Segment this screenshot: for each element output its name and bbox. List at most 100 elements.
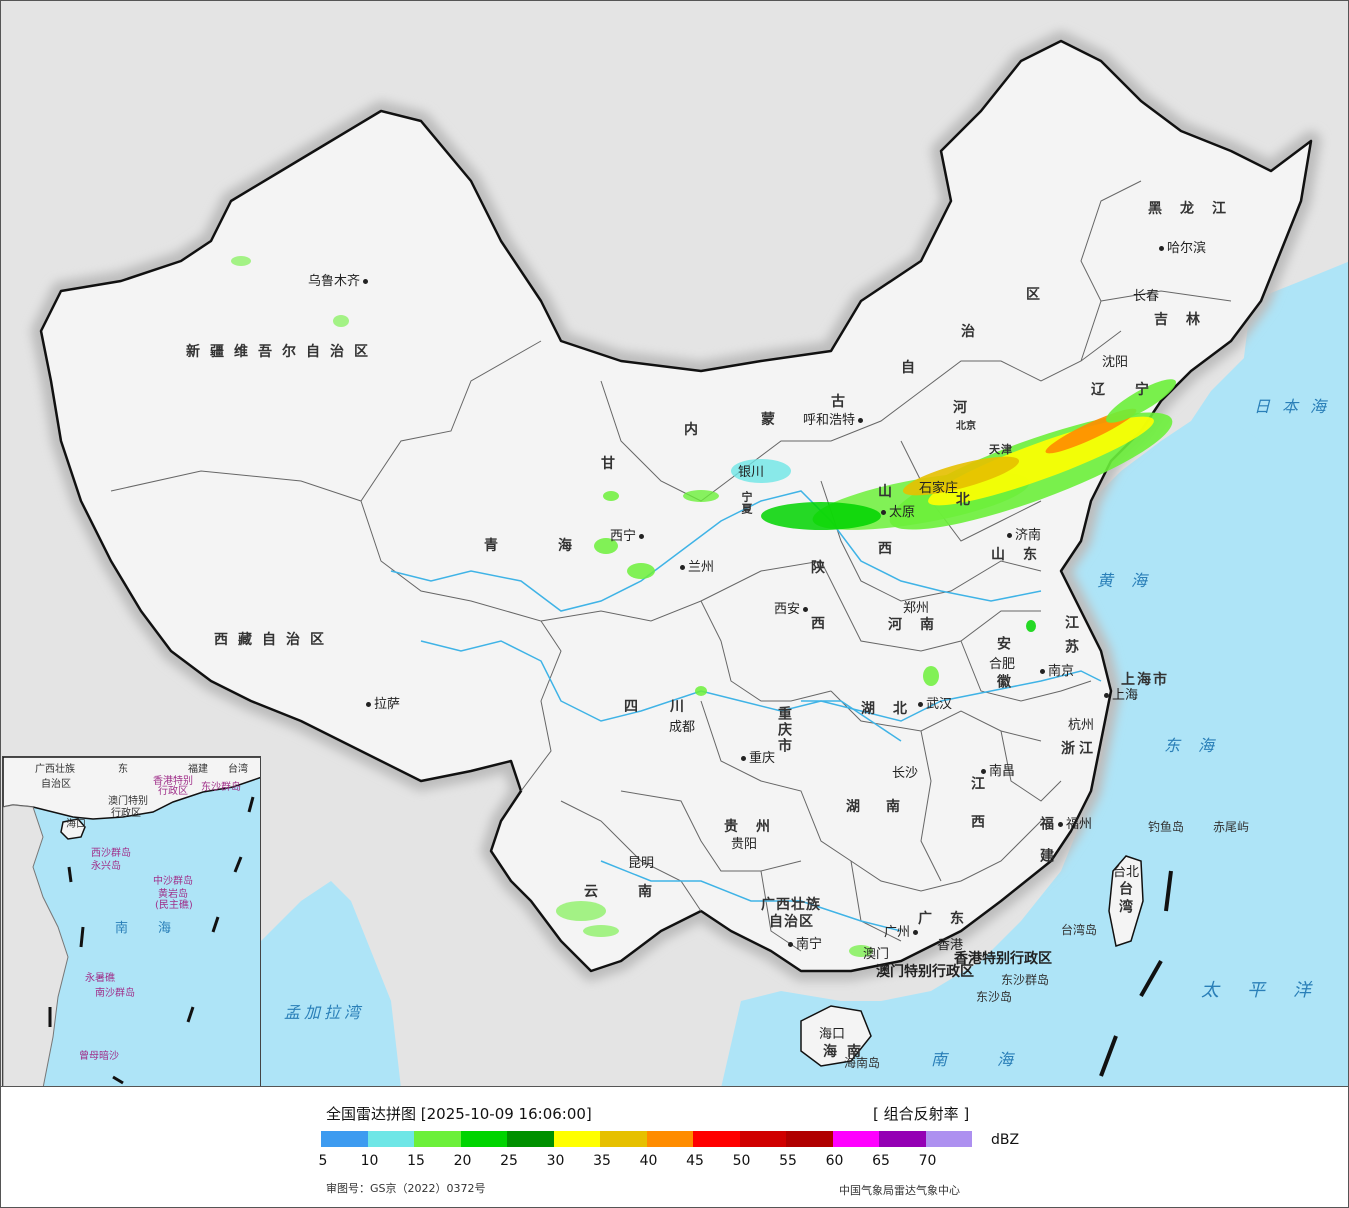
province-guangxi-2: 自治区 <box>769 914 814 930</box>
inset-mo-2: 行政区 <box>111 808 141 819</box>
legend-swatch-5 <box>553 1131 600 1147</box>
inset-canvas <box>3 757 260 1086</box>
inset-zengmu: 曾母暗沙 <box>79 1051 119 1062</box>
city-lanzhou: 兰州 <box>677 556 714 575</box>
city-xining: 西宁 <box>610 525 647 544</box>
legend-tick-20: 20 <box>453 1153 472 1169</box>
inset-taiwan: 台湾 <box>228 764 248 775</box>
sea-yellow: 黄海 <box>1097 571 1166 590</box>
province-guangdong: 广东 <box>918 911 982 927</box>
legend-title: 全国雷达拼图 [2025-10-09 16:06:00] <box>326 1105 592 1123</box>
province-tianjin: 天津 <box>989 443 1013 456</box>
legend-swatch-1 <box>367 1131 414 1147</box>
province-guangxi-1: 广西壮族 <box>761 897 821 913</box>
province-jiangsu: 江苏 <box>1063 615 1079 663</box>
inset-dongsha: 东沙群岛 <box>201 782 241 793</box>
city-changchun: 长春 <box>1133 289 1160 304</box>
province-shandong: 山东 <box>991 547 1055 563</box>
city-nanchang: 南昌 <box>978 760 1015 779</box>
province-shaanxi-1: 陕 <box>811 560 835 576</box>
island-taiwan: 台湾岛 <box>1061 923 1098 937</box>
province-neimeng-6: 区 <box>1026 287 1050 303</box>
city-changsha: 长沙 <box>892 766 919 781</box>
legend-product: [ 组合反射率 ] <box>873 1105 970 1123</box>
inset-guangdong: 东 <box>118 764 128 775</box>
legend-tick-55: 55 <box>779 1153 797 1169</box>
legend-colorbar <box>321 1131 972 1147</box>
province-taiwan: 台湾 <box>1117 881 1133 917</box>
province-hubei: 湖北 <box>861 701 925 717</box>
province-hebei-2: 北 <box>956 492 980 508</box>
city-jinan: 济南 <box>1004 524 1041 543</box>
legend-tick-5: 5 <box>318 1153 328 1169</box>
island-hainan: 海南岛 <box>844 1056 881 1070</box>
province-gansu: 甘 <box>601 456 625 472</box>
city-wuhan: 武汉 <box>915 693 952 712</box>
inset-xisha: 西沙群岛 <box>91 848 131 859</box>
inset-hk-2: 行政区 <box>158 786 188 797</box>
legend-swatch-2 <box>414 1131 461 1147</box>
city-kunming: 昆明 <box>628 856 655 871</box>
city-nanjing: 南京 <box>1037 660 1074 679</box>
legend-tick-50: 50 <box>732 1153 751 1169</box>
province-xizang: 西藏自治区 <box>214 632 334 648</box>
province-neimeng-2: 蒙 <box>761 412 785 428</box>
inset-guangxi: 广西壮族 <box>35 764 75 775</box>
island-dongsha-islands: 东沙群岛 <box>1001 973 1050 987</box>
inset-mo: 澳门特别 <box>108 796 148 807</box>
radar-map[interactable]: 新疆维吾尔自治区 西藏自治区 青海 甘 内 蒙 古 自 治 区 黑龙江 吉林 辽… <box>0 0 1349 1087</box>
city-harbin: 哈尔滨 <box>1156 237 1206 256</box>
legend-swatch-9 <box>739 1131 786 1147</box>
rivers <box>390 490 1102 932</box>
city-urumqi: 乌鲁木齐 <box>308 270 371 289</box>
province-fujian: 福建 <box>1038 816 1054 880</box>
island-chiwei: 赤尾屿 <box>1213 820 1250 834</box>
inset-minzhu: (民主礁) <box>155 900 193 911</box>
inset-dashes <box>48 796 255 1085</box>
legend-tick-65: 65 <box>872 1153 890 1169</box>
province-neimeng-1: 内 <box>684 422 708 438</box>
province-guizhou: 贵州 <box>724 819 788 835</box>
inset-hk: 香港特别 <box>153 776 193 787</box>
province-shanxi-2: 西 <box>878 541 902 557</box>
province-henan: 河南 <box>888 617 952 633</box>
legend-tick-70: 70 <box>918 1153 937 1169</box>
province-shanghai: 上海市 <box>1121 672 1169 688</box>
legend-tick-10: 10 <box>360 1153 379 1169</box>
map-approval-number: 审图号：GS京（2022）0372号 <box>326 1182 486 1195</box>
legend-swatch-8 <box>693 1131 740 1147</box>
sea-japan: 日本海 <box>1254 397 1339 416</box>
city-hefei: 合肥 <box>989 657 1016 672</box>
city-lhasa: 拉萨 <box>363 693 400 712</box>
province-neimeng-5: 治 <box>961 324 985 340</box>
province-hunan: 湖南 <box>846 799 926 815</box>
city-taipei: 台北 <box>1113 865 1140 880</box>
province-chongqing: 重庆市 <box>776 706 792 754</box>
inset-zhongsha: 中沙群岛 <box>153 876 193 887</box>
island-diaoyu: 钓鱼岛 <box>1148 820 1185 834</box>
legend-swatch-3 <box>460 1131 507 1147</box>
legend-tick-60: 60 <box>825 1153 844 1169</box>
city-hangzhou: 杭州 <box>1068 718 1095 733</box>
legend-swatch-10 <box>786 1131 833 1147</box>
agency-credit: 中国气象局雷达气象中心 <box>839 1184 960 1197</box>
province-xinjiang: 新疆维吾尔自治区 <box>186 344 378 360</box>
province-sichuan: 四川 <box>624 699 716 715</box>
province-jilin: 吉林 <box>1154 312 1218 328</box>
city-chengdu: 成都 <box>669 720 696 735</box>
city-guangzhou: 广州 <box>884 921 921 940</box>
province-yunnan: 云南 <box>584 884 692 900</box>
province-beijing: 北京 <box>956 421 976 432</box>
city-yinchuan: 银川 <box>738 465 765 480</box>
city-fuzhou: 福州 <box>1055 813 1092 832</box>
province-hebei-1: 河 <box>953 400 977 416</box>
city-zhengzhou: 郑州 <box>903 601 930 616</box>
city-shenyang: 沈阳 <box>1102 355 1129 370</box>
hainan-island-shape <box>800 1005 872 1067</box>
city-xian: 西安 <box>774 598 811 617</box>
province-liaoning: 辽宁 <box>1091 382 1179 398</box>
region-mo: 澳门特别行政区 <box>876 964 974 980</box>
taiwan-island-shape <box>1108 855 1144 947</box>
china-land <box>39 39 1313 973</box>
inset-yongxing: 永兴岛 <box>91 861 121 872</box>
